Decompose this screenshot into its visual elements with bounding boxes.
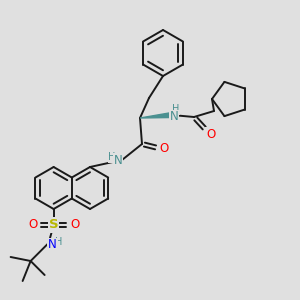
Text: H: H <box>55 237 62 247</box>
Text: S: S <box>49 218 58 232</box>
Text: H: H <box>108 152 116 162</box>
Text: O: O <box>159 142 169 154</box>
Text: O: O <box>70 218 79 232</box>
Text: N: N <box>169 110 178 124</box>
Polygon shape <box>140 112 172 118</box>
Text: H: H <box>172 104 180 114</box>
Text: O: O <box>28 218 37 232</box>
Text: N: N <box>114 154 122 166</box>
Text: N: N <box>48 238 57 251</box>
Text: O: O <box>206 128 216 140</box>
